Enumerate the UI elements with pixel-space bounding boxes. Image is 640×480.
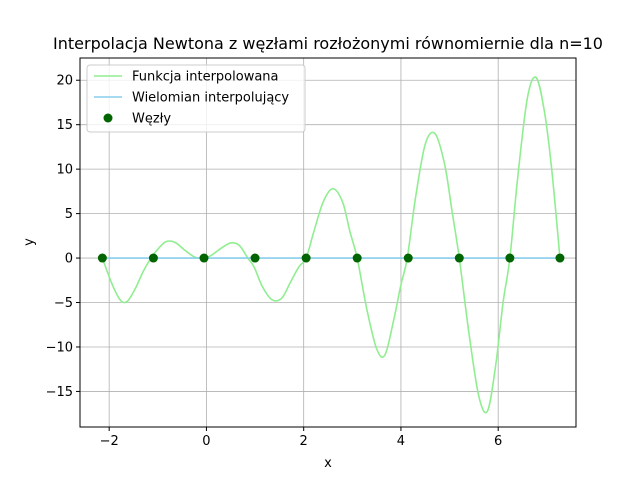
plot-series [97,76,565,414]
legend: Funkcja interpolowana Wielomian interpolu… [86,64,306,133]
node-point [505,253,515,263]
x-tick-label: −2 [100,434,119,449]
node-point [454,253,464,263]
node-point [250,253,260,263]
x-tick-label: 4 [397,434,405,449]
x-axis-label: x [324,456,332,471]
node-point [199,253,209,263]
plot-area-frame [79,57,577,428]
legend-swatch-marker [103,113,113,123]
legend-label: Funkcja interpolowana [132,70,279,85]
y-tick-label: 15 [56,118,73,133]
x-axis-ticks: −2 0 2 4 6 [100,427,502,449]
node-point [555,253,565,263]
chart-title: Interpolacja Newtona z węzłami rozłożony… [53,34,603,53]
x-tick-label: 0 [202,434,210,449]
y-tick-label: −5 [54,296,73,311]
series-line-0 [101,76,561,414]
y-tick-label: 0 [65,252,73,267]
y-tick-label: −15 [46,385,73,400]
y-tick-label: 5 [65,207,73,222]
y-tick-label: 10 [56,163,73,178]
legend-label: Węzły [132,112,171,127]
node-point [403,253,413,263]
legend-label: Wielomian interpolujący [132,91,289,106]
y-axis-ticks: −15 −10 −5 0 5 10 15 20 [46,74,80,400]
y-axis-label: y [22,238,37,246]
x-tick-label: 2 [300,434,308,449]
x-tick-label: 6 [494,434,502,449]
y-tick-label: 20 [56,74,73,89]
node-point [352,253,362,263]
node-point [97,253,107,263]
node-point [148,253,158,263]
y-tick-label: −10 [46,340,73,355]
node-point [301,253,311,263]
legend-box [86,64,306,133]
